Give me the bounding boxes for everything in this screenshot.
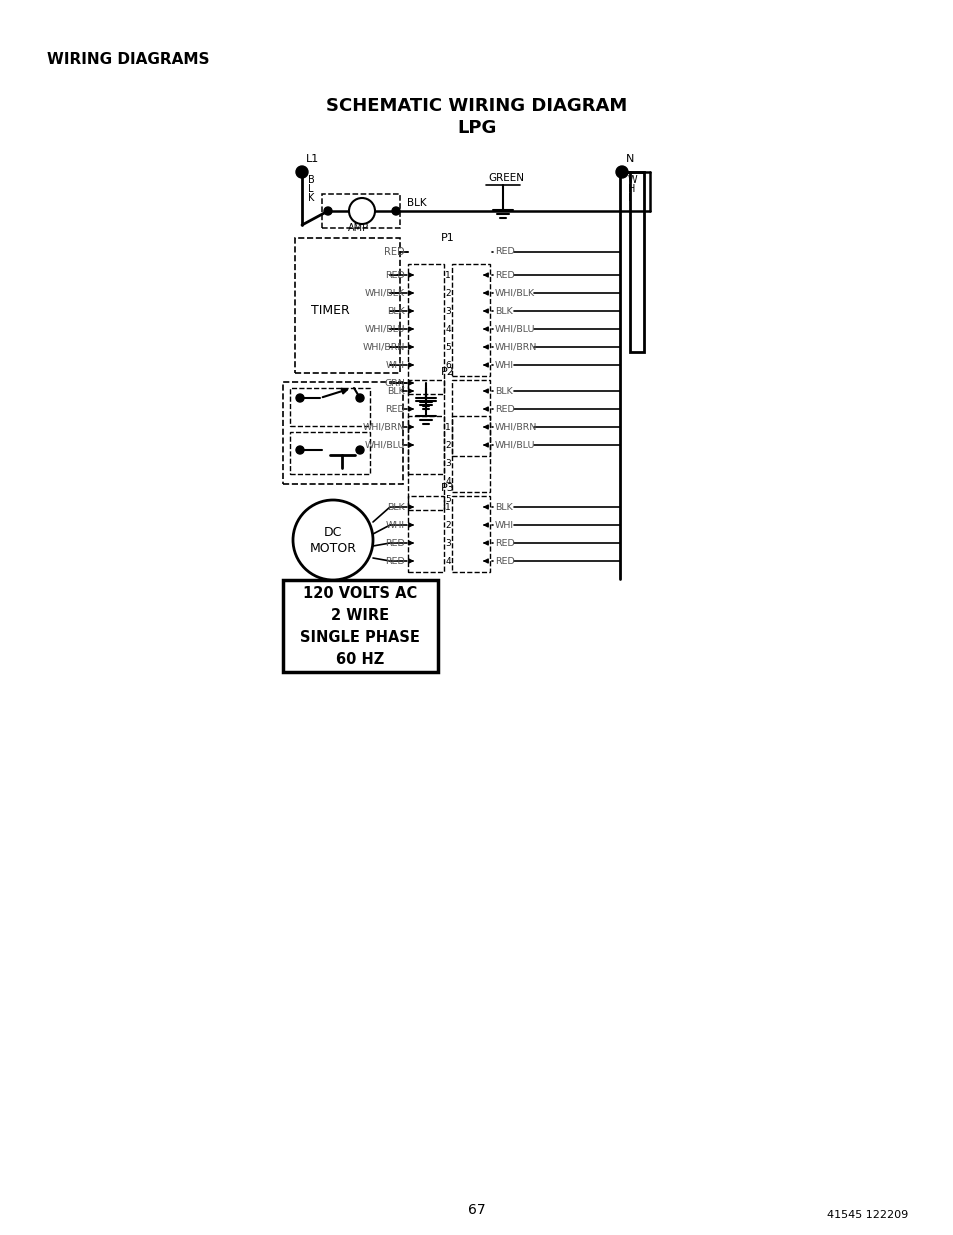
Text: WHI/BLU: WHI/BLU xyxy=(495,325,535,333)
Text: WHI/BRN: WHI/BRN xyxy=(495,342,537,352)
Bar xyxy=(408,380,443,474)
Text: WHI/BLU: WHI/BLU xyxy=(364,441,405,450)
Circle shape xyxy=(324,207,332,215)
Text: RED: RED xyxy=(495,557,515,566)
Text: RED: RED xyxy=(385,538,405,547)
Bar xyxy=(408,264,443,394)
Text: 4: 4 xyxy=(445,477,451,485)
Circle shape xyxy=(355,446,364,454)
Circle shape xyxy=(355,394,364,403)
Text: WHI: WHI xyxy=(385,520,405,530)
Bar xyxy=(290,388,370,426)
Text: WHI: WHI xyxy=(385,361,405,369)
Text: 1: 1 xyxy=(445,422,451,431)
Text: GRN: GRN xyxy=(384,378,405,388)
Text: P1: P1 xyxy=(440,233,455,243)
Bar xyxy=(452,380,490,456)
Text: RED: RED xyxy=(495,538,515,547)
Text: SCHEMATIC WIRING DIAGRAM: SCHEMATIC WIRING DIAGRAM xyxy=(326,98,627,115)
Text: W: W xyxy=(627,175,637,185)
Text: RED: RED xyxy=(385,270,405,279)
Text: AMP: AMP xyxy=(347,224,368,233)
Text: WHI/BLK: WHI/BLK xyxy=(364,289,405,298)
Text: WHI/BLK: WHI/BLK xyxy=(495,289,535,298)
Text: 2: 2 xyxy=(445,520,451,530)
Text: WHI: WHI xyxy=(495,361,514,369)
Text: BLK: BLK xyxy=(387,306,405,315)
Text: 3: 3 xyxy=(445,458,451,468)
Bar xyxy=(290,432,370,474)
Text: RED: RED xyxy=(495,405,515,414)
Text: BLK: BLK xyxy=(387,387,405,395)
Bar xyxy=(452,264,490,375)
Text: B: B xyxy=(308,175,314,185)
Bar xyxy=(629,172,643,352)
Circle shape xyxy=(349,198,375,224)
Text: H: H xyxy=(627,184,635,194)
Text: 3: 3 xyxy=(357,206,365,216)
Text: WIRING DIAGRAMS: WIRING DIAGRAMS xyxy=(47,53,210,68)
Text: 60 HZ: 60 HZ xyxy=(335,652,384,667)
Text: 67: 67 xyxy=(468,1203,485,1216)
Text: 1: 1 xyxy=(445,270,451,279)
Circle shape xyxy=(392,207,399,215)
Text: RED: RED xyxy=(385,557,405,566)
Bar xyxy=(294,238,399,373)
Text: LPG: LPG xyxy=(456,119,497,137)
Text: BLK: BLK xyxy=(495,387,512,395)
Circle shape xyxy=(295,394,304,403)
Text: P3: P3 xyxy=(440,483,455,493)
Text: 41545 122209: 41545 122209 xyxy=(826,1210,907,1220)
Text: L1: L1 xyxy=(306,154,319,164)
Text: WHI: WHI xyxy=(495,520,514,530)
Text: L: L xyxy=(308,184,314,194)
Text: RED: RED xyxy=(384,247,405,257)
Bar xyxy=(452,496,490,572)
Text: SINGLE PHASE: SINGLE PHASE xyxy=(300,631,419,646)
Bar xyxy=(452,416,490,492)
Circle shape xyxy=(295,446,304,454)
Text: BLK: BLK xyxy=(387,503,405,511)
Text: WHI/BLU: WHI/BLU xyxy=(495,441,535,450)
Text: I: I xyxy=(627,193,630,203)
Text: P2: P2 xyxy=(440,367,455,377)
Text: 5: 5 xyxy=(445,342,451,352)
Text: RED: RED xyxy=(495,270,515,279)
Text: 2: 2 xyxy=(445,289,451,298)
Circle shape xyxy=(293,500,373,580)
Bar xyxy=(322,194,399,228)
Text: WHI/BLU: WHI/BLU xyxy=(364,325,405,333)
Circle shape xyxy=(616,165,627,178)
Text: WHI/BRN: WHI/BRN xyxy=(495,422,537,431)
Text: 2: 2 xyxy=(445,441,451,450)
Text: K: K xyxy=(308,193,314,203)
Text: BLK: BLK xyxy=(495,503,512,511)
Text: 6: 6 xyxy=(445,361,451,369)
Text: N: N xyxy=(625,154,634,164)
Bar xyxy=(408,496,443,572)
Bar xyxy=(408,416,443,510)
Text: 1: 1 xyxy=(445,503,451,511)
Text: 3: 3 xyxy=(445,306,451,315)
Bar xyxy=(283,580,437,672)
Text: 4: 4 xyxy=(445,325,451,333)
Text: 3: 3 xyxy=(445,538,451,547)
Text: BLK: BLK xyxy=(407,198,426,207)
Text: 4: 4 xyxy=(445,557,451,566)
Text: BLK: BLK xyxy=(495,306,512,315)
Text: WHI/BRN: WHI/BRN xyxy=(362,342,405,352)
Circle shape xyxy=(295,165,308,178)
Text: DC: DC xyxy=(323,526,342,538)
Text: 120 VOLTS AC: 120 VOLTS AC xyxy=(302,587,416,601)
Text: RED: RED xyxy=(495,247,515,257)
Bar xyxy=(283,382,402,484)
Text: TIMER: TIMER xyxy=(311,304,350,316)
Text: 5: 5 xyxy=(445,494,451,504)
Text: 2 WIRE: 2 WIRE xyxy=(331,609,389,624)
Text: MOTOR: MOTOR xyxy=(309,541,356,555)
Text: RED: RED xyxy=(385,405,405,414)
Text: GREEN: GREEN xyxy=(488,173,523,183)
Text: WHI/BRN: WHI/BRN xyxy=(362,422,405,431)
